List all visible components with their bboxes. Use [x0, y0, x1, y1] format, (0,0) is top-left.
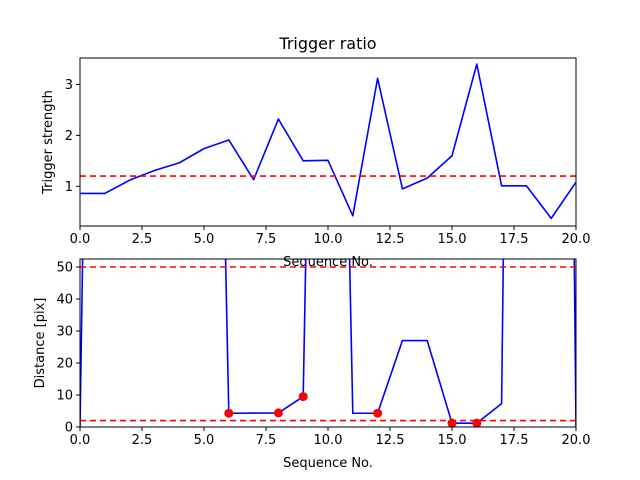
data-point-marker [298, 392, 308, 402]
x-tick-label: 15.0 [438, 433, 467, 448]
x-tick-label: 20.0 [562, 232, 591, 247]
x-tick-label: 0.0 [70, 433, 91, 448]
y-axis-label: Distance [pix] [33, 298, 48, 389]
x-tick-label: 2.5 [132, 232, 153, 247]
y-axis-label: Trigger strength [41, 90, 56, 195]
x-tick-label: 12.5 [376, 433, 405, 448]
x-tick-label: 10.0 [314, 232, 343, 247]
x-axis-label: Sequence No. [283, 255, 373, 270]
bottom-chart: 0.0 2.5 5.0 7.5 10.0 12.5 15.0 17.5 20.0 0 10 20 30 4… [33, 258, 591, 471]
data-point-marker [273, 408, 283, 418]
y-tick-label: 40 [56, 293, 73, 308]
x-tick-label: 5.0 [194, 232, 215, 247]
top-chart: 0.0 2.5 5.0 7.5 10.0 12.5 15.0 17.5 20.0 1 2 3 Trigg… [41, 34, 590, 270]
y-tick-label: 3 [65, 78, 73, 93]
y-tick-label: 2 [65, 129, 73, 144]
x-tick-label: 20.0 [562, 433, 591, 448]
chart-title: Trigger ratio [278, 34, 376, 53]
axes-frame [79, 57, 577, 227]
plot-area [80, 259, 576, 427]
x-tick-label: 0.0 [70, 232, 91, 247]
x-tick-label: 7.5 [256, 433, 277, 448]
series-line [80, 63, 576, 220]
y-tick-label: 50 [56, 261, 73, 276]
plot-area [80, 63, 576, 220]
x-tick-label: 12.5 [376, 232, 405, 247]
data-point-marker [224, 408, 234, 418]
series-line [80, 259, 576, 427]
x-tick-label: 2.5 [132, 433, 153, 448]
x-tick-label: 17.5 [500, 232, 529, 247]
x-tick-label: 7.5 [256, 232, 277, 247]
data-point-marker [373, 408, 383, 418]
y-tick-label: 30 [56, 325, 73, 340]
x-tick-label: 15.0 [438, 232, 467, 247]
x-tick-label: 5.0 [194, 433, 215, 448]
data-point-marker [447, 418, 457, 427]
y-tick-label: 10 [56, 389, 73, 404]
x-axis-label: Sequence No. [283, 456, 373, 471]
data-point-marker [472, 418, 482, 427]
y-tick-label: 20 [56, 357, 73, 372]
x-tick-label: 10.0 [314, 433, 343, 448]
y-tick-label: 1 [65, 180, 73, 195]
x-tick-label: 17.5 [500, 433, 529, 448]
y-tick-label: 0 [65, 421, 73, 436]
